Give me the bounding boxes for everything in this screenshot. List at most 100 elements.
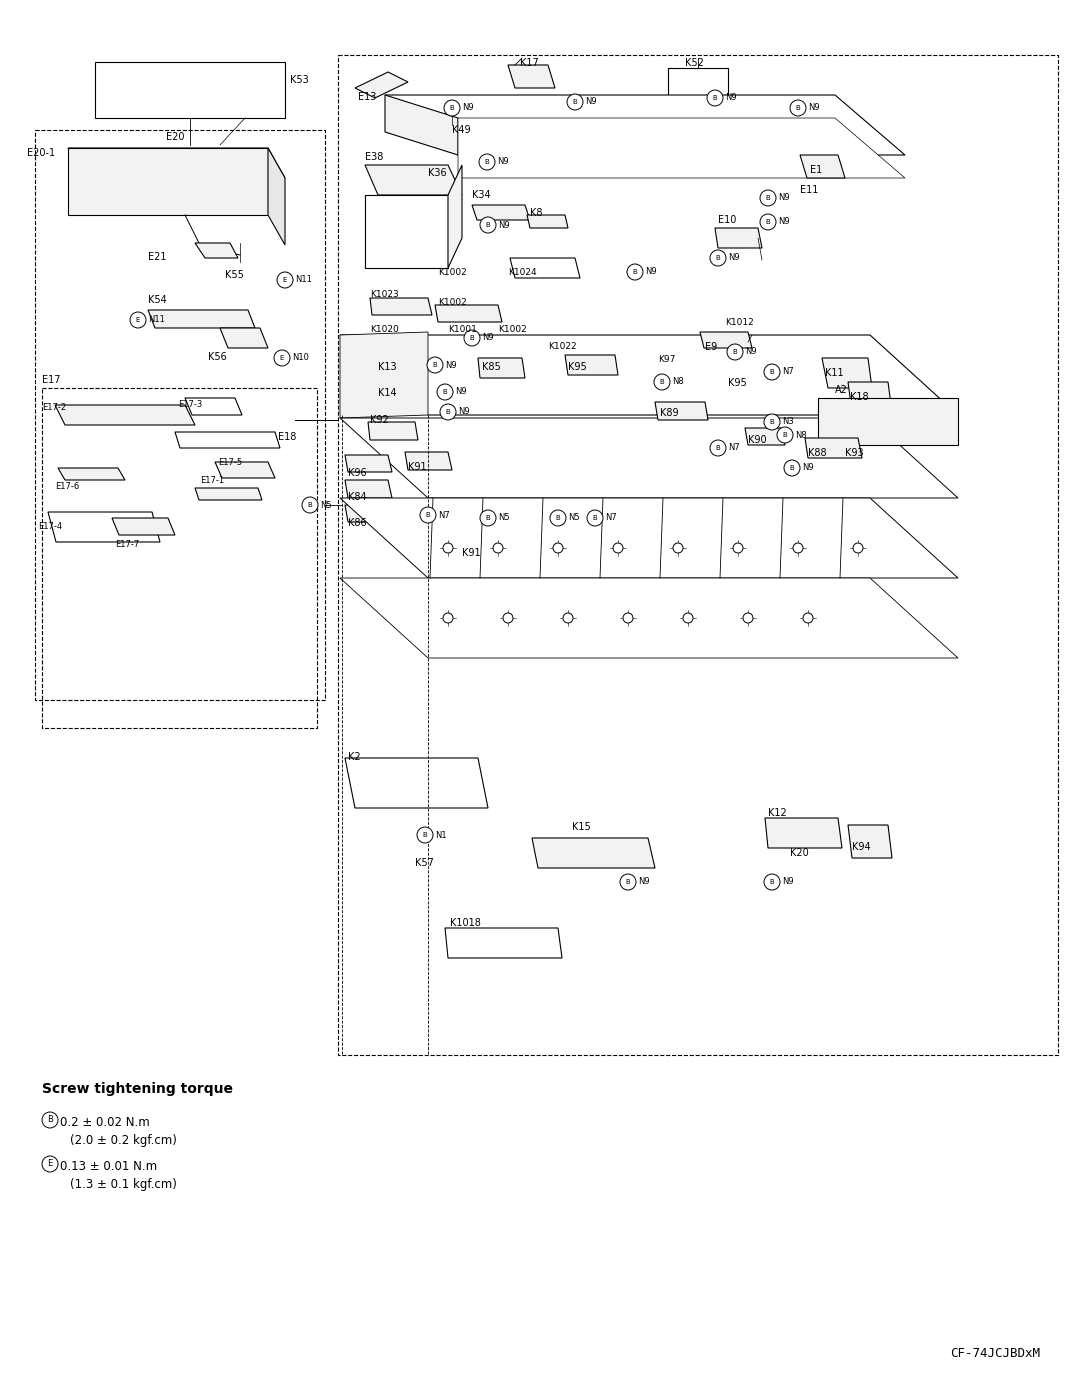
Bar [338,54,1058,1055]
Text: N9: N9 [808,103,820,113]
Text: K2: K2 [348,752,361,761]
Polygon shape [48,511,160,542]
Text: (1.3 ± 0.1 kgf.cm): (1.3 ± 0.1 kgf.cm) [70,1178,177,1192]
Text: E17-7: E17-7 [114,541,139,549]
Text: K20: K20 [789,848,809,858]
Text: K91: K91 [462,548,481,557]
Text: E11: E11 [800,184,819,196]
Text: B: B [783,432,787,439]
Text: N9: N9 [455,387,467,397]
Text: E: E [280,355,284,360]
Text: E: E [48,1160,53,1168]
Text: N3: N3 [782,418,794,426]
Polygon shape [458,117,905,177]
Text: N5: N5 [568,514,580,522]
Polygon shape [340,332,428,418]
Text: E20-1: E20-1 [27,148,55,158]
Circle shape [789,101,806,116]
Polygon shape [340,497,958,578]
Text: B: B [789,465,795,471]
Polygon shape [765,819,842,848]
Circle shape [550,510,566,527]
Text: CF-74JCJBDxM: CF-74JCJBDxM [950,1347,1040,1361]
Circle shape [274,351,291,366]
Polygon shape [818,398,958,446]
Polygon shape [715,228,762,249]
Text: E38: E38 [365,152,383,162]
Text: K95: K95 [568,362,586,372]
Text: N9: N9 [778,218,789,226]
Polygon shape [365,165,462,196]
Text: B: B [422,833,428,838]
Circle shape [492,543,503,553]
Polygon shape [527,215,568,228]
Circle shape [784,460,800,476]
Polygon shape [55,405,195,425]
Polygon shape [58,468,125,481]
Circle shape [276,272,293,288]
Text: K1002: K1002 [438,268,467,277]
Circle shape [804,613,813,623]
Polygon shape [95,61,285,117]
Circle shape [777,427,793,443]
Polygon shape [355,73,408,98]
Text: B: B [449,105,455,110]
Polygon shape [220,328,268,348]
Text: K54: K54 [148,295,166,305]
Text: E1: E1 [810,165,822,175]
Text: N7: N7 [728,443,740,453]
Circle shape [443,613,453,623]
Text: N7: N7 [782,367,794,377]
Text: E10: E10 [718,215,737,225]
Text: B: B [593,515,597,521]
Text: K97: K97 [658,355,675,365]
Text: B: B [766,219,770,225]
Circle shape [567,94,583,110]
Circle shape [563,613,573,623]
Polygon shape [384,95,458,155]
Text: N9: N9 [778,194,789,203]
Polygon shape [700,332,752,348]
Text: K53: K53 [291,75,309,85]
Polygon shape [805,439,862,458]
Text: K1023: K1023 [370,291,399,299]
Text: K17: K17 [519,59,539,68]
Polygon shape [445,928,562,958]
Circle shape [503,613,513,623]
Circle shape [417,827,433,842]
Text: K49: K49 [453,124,471,136]
Circle shape [427,358,443,373]
Text: N9: N9 [482,334,494,342]
Text: K55: K55 [225,270,244,279]
Text: E20: E20 [165,131,185,142]
Text: N8: N8 [672,377,684,387]
Circle shape [764,414,780,430]
Text: B: B [796,105,800,110]
Circle shape [743,613,753,623]
Text: K13: K13 [378,362,396,372]
Circle shape [793,543,804,553]
Circle shape [444,101,460,116]
Text: N11: N11 [148,316,165,324]
Text: N9: N9 [638,877,650,887]
Text: K90: K90 [748,434,767,446]
Text: N9: N9 [782,877,794,887]
Circle shape [733,543,743,553]
Circle shape [130,312,146,328]
Text: K91: K91 [408,462,427,472]
Text: K34: K34 [472,190,490,200]
Text: E17-5: E17-5 [218,458,242,467]
Text: N8: N8 [795,430,807,440]
Polygon shape [654,402,708,420]
Circle shape [480,217,496,233]
Circle shape [620,875,636,890]
Text: B: B [433,362,437,367]
Text: K1024: K1024 [508,268,537,277]
Polygon shape [68,148,268,215]
Text: B: B [770,369,774,374]
Text: K93: K93 [845,448,864,458]
Circle shape [764,875,780,890]
Text: K96: K96 [348,468,366,478]
Text: B: B [486,222,490,228]
Text: N9: N9 [458,408,470,416]
